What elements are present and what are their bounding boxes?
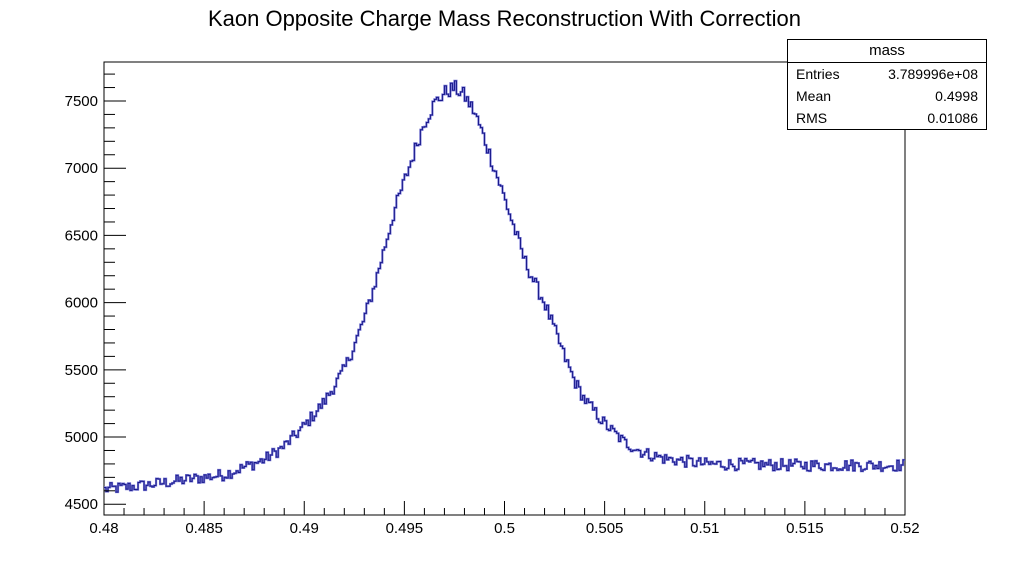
stats-row-entries: Entries 3.789996e+08: [788, 63, 986, 85]
stats-mean-value: 0.4998: [935, 88, 978, 104]
x-axis: 0.48 0.485 0.49 0.495 0.5 0.505 0.51 0.515 0.52: [89, 501, 920, 537]
stats-entries-label: Entries: [796, 66, 840, 82]
y-tick-label: 6000: [65, 295, 98, 312]
y-tick-label: 4500: [65, 496, 98, 513]
stats-row-mean: Mean 0.4998: [788, 85, 986, 107]
stats-mean-label: Mean: [796, 88, 832, 104]
y-tick-label: 5500: [65, 362, 98, 379]
y-axis: 4500 5000 5500 6000 6500 7000 7500: [65, 73, 126, 513]
x-tick-label: 0.485: [185, 520, 223, 537]
x-tick-label: 0.515: [786, 520, 824, 537]
y-tick-label: 5000: [65, 429, 98, 446]
x-tick-label: 0.49: [290, 520, 319, 537]
plot-frame: [103, 61, 906, 516]
chart-title: Kaon Opposite Charge Mass Reconstruction…: [207, 6, 802, 31]
x-tick-label: 0.495: [386, 520, 424, 537]
histogram-fill: [104, 79, 905, 494]
histogram-step-line: [104, 80, 905, 493]
x-tick-label: 0.5: [494, 520, 515, 537]
histogram: [104, 79, 905, 494]
y-tick-label: 7500: [65, 93, 98, 110]
y-tick-label: 6500: [65, 227, 98, 244]
y-tick-label: 7000: [65, 160, 98, 177]
x-tick-label: 0.505: [586, 520, 624, 537]
x-tick-label: 0.48: [89, 520, 118, 537]
x-tick-label: 0.52: [890, 520, 919, 537]
stats-box: mass Entries 3.789996e+08 Mean 0.4998 RM…: [787, 39, 987, 130]
x-tick-label: 0.51: [690, 520, 719, 537]
stats-rms-label: RMS: [796, 110, 828, 126]
stats-rms-value: 0.01086: [927, 110, 978, 126]
stats-title: mass: [788, 40, 986, 63]
stats-row-rms: RMS 0.01086: [788, 107, 986, 129]
stats-entries-value: 3.789996e+08: [888, 66, 978, 82]
